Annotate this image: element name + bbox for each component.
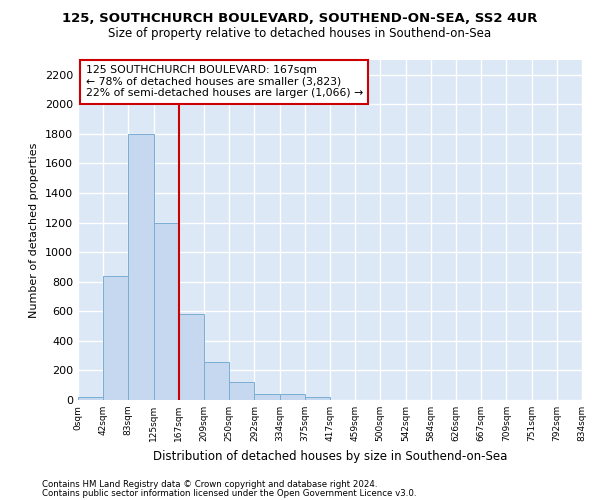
- Bar: [254, 394, 280, 400]
- Text: 125, SOUTHCHURCH BOULEVARD, SOUTHEND-ON-SEA, SS2 4UR: 125, SOUTHCHURCH BOULEVARD, SOUTHEND-ON-…: [62, 12, 538, 26]
- Bar: [229, 382, 254, 400]
- Bar: [179, 314, 205, 400]
- Bar: [205, 362, 229, 400]
- Bar: [305, 396, 330, 400]
- Bar: [128, 134, 154, 400]
- Bar: [78, 397, 103, 400]
- Text: Contains HM Land Registry data © Crown copyright and database right 2024.: Contains HM Land Registry data © Crown c…: [42, 480, 377, 489]
- Bar: [280, 394, 305, 400]
- Text: 125 SOUTHCHURCH BOULEVARD: 167sqm
← 78% of detached houses are smaller (3,823)
2: 125 SOUTHCHURCH BOULEVARD: 167sqm ← 78% …: [86, 65, 363, 98]
- X-axis label: Distribution of detached houses by size in Southend-on-Sea: Distribution of detached houses by size …: [153, 450, 507, 462]
- Bar: [103, 276, 128, 400]
- Bar: [154, 222, 179, 400]
- Y-axis label: Number of detached properties: Number of detached properties: [29, 142, 40, 318]
- Text: Contains public sector information licensed under the Open Government Licence v3: Contains public sector information licen…: [42, 488, 416, 498]
- Text: Size of property relative to detached houses in Southend-on-Sea: Size of property relative to detached ho…: [109, 28, 491, 40]
